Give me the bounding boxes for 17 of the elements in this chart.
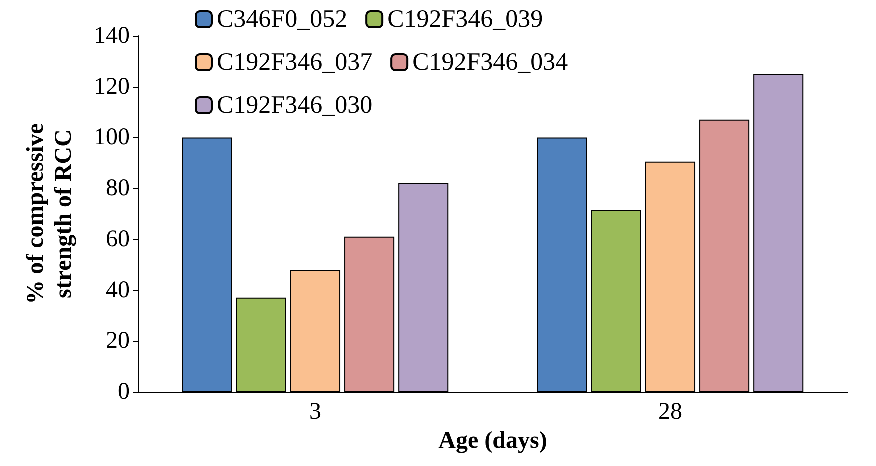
legend-label: C192F346_030 xyxy=(217,92,373,119)
y-tick-label: 140 xyxy=(94,23,130,49)
x-axis-title: Age (days) xyxy=(438,428,548,454)
x-tick-label: 28 xyxy=(658,399,682,425)
legend-label: C192F346_034 xyxy=(412,49,569,76)
x-tick-label: 3 xyxy=(310,399,322,425)
y-axis-title: % of compressive strength of RCC xyxy=(23,123,77,304)
y-tick-label: 80 xyxy=(106,176,130,202)
legend-label: C192F346_037 xyxy=(217,49,373,76)
y-tick-label: 40 xyxy=(106,277,130,304)
y-tick-label: 20 xyxy=(106,328,130,354)
legend-label: C192F346_039 xyxy=(388,6,544,33)
y-tick-label: 120 xyxy=(94,74,130,100)
legend-label: C346F0_052 xyxy=(217,6,348,33)
y-tick-label: 100 xyxy=(94,124,130,151)
y-tick-label: 0 xyxy=(118,379,130,405)
y-tick-label: 60 xyxy=(106,226,130,252)
